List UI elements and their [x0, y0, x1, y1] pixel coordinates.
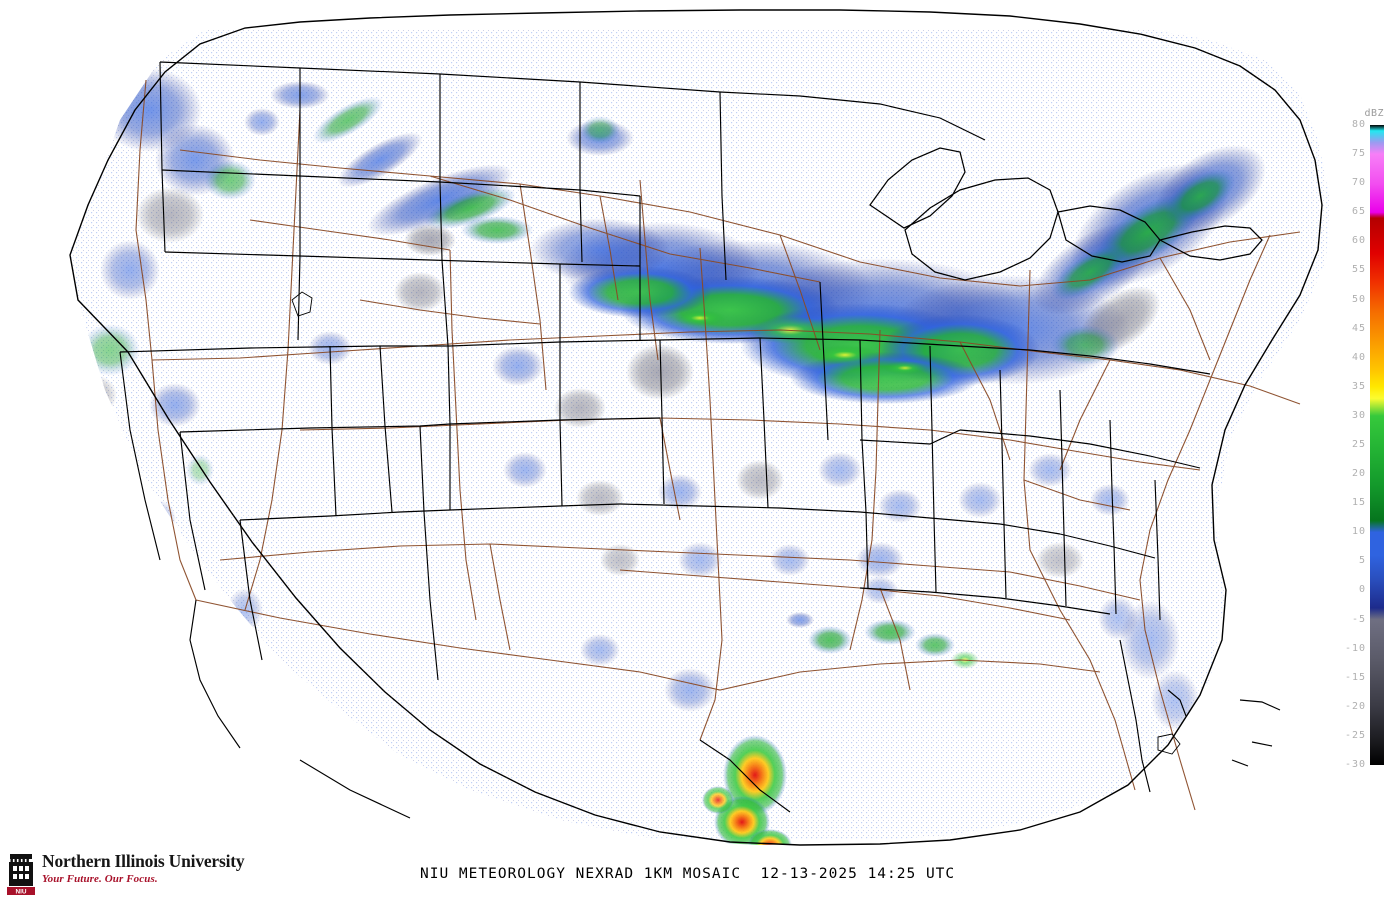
- radar-map[interactable]: [0, 0, 1340, 855]
- colorbar-tick: 0: [1358, 584, 1366, 596]
- colorbar-tick: 20: [1351, 468, 1366, 480]
- echo-gulf-coast-cells: [786, 612, 979, 669]
- colorbar-tick: -15: [1344, 671, 1366, 683]
- colorbar-tick: 30: [1351, 409, 1366, 421]
- colorbar: dBZ 80 75 70 65 60 55 50 45 40 35 30 25 20 15 10 5 0 -5 -1…: [1298, 108, 1390, 780]
- map-canvas[interactable]: [0, 0, 1340, 855]
- clear-air-speckle: [70, 30, 1330, 840]
- colorbar-gradient: [1370, 125, 1384, 765]
- svg-text:NIU: NIU: [15, 888, 26, 895]
- colorbar-tick: 80: [1351, 119, 1366, 130]
- colorbar-tick: 40: [1351, 351, 1366, 363]
- colorbar-title: dBZ: [1364, 108, 1384, 119]
- colorbar-tick: -10: [1344, 642, 1366, 654]
- colorbar-tick: 55: [1351, 264, 1366, 276]
- colorbar-tick: 70: [1351, 177, 1366, 189]
- echo-south-texas-convection: [702, 735, 792, 845]
- institution-name: Northern Illinois University: [42, 851, 245, 871]
- colorbar-tick: 75: [1351, 148, 1366, 160]
- colorbar-tick: 60: [1351, 235, 1366, 247]
- highway-layer: [135, 79, 1301, 811]
- niu-logo: NIU Northern Illinois University Your Fu…: [4, 850, 254, 898]
- colorbar-tick: 5: [1358, 555, 1366, 567]
- colorbar-tick: -5: [1351, 613, 1366, 625]
- institution-tagline: Your Future. Our Focus.: [42, 873, 158, 885]
- colorbar-tick: 25: [1351, 439, 1366, 450]
- colorbar-tick: 45: [1351, 322, 1366, 334]
- echo-northeast-band: [1032, 145, 1266, 365]
- colorbar-tick: 50: [1351, 293, 1366, 305]
- colorbar-tick: 35: [1351, 380, 1366, 392]
- colorbar-tick: -25: [1344, 729, 1366, 741]
- radar-echo-layer: [70, 30, 1330, 845]
- colorbar-tick: -20: [1344, 700, 1366, 712]
- colorbar-tick: 15: [1351, 497, 1366, 509]
- colorbar-tick: 65: [1351, 206, 1366, 218]
- product-caption: NIU METEOROLOGY NEXRAD 1KM MOSAIC 12-13-…: [420, 866, 956, 882]
- colorbar-tick: -30: [1344, 759, 1366, 770]
- state-border-layer: [69, 9, 1323, 846]
- niu-logo-text: Northern Illinois University Your Future…: [42, 851, 257, 886]
- colorbar-tick: 10: [1351, 526, 1366, 538]
- niu-tower-icon: NIU: [7, 854, 35, 895]
